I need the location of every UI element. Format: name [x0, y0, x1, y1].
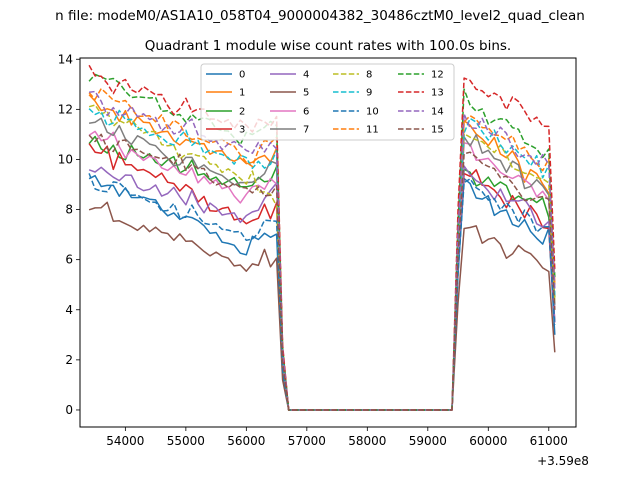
series-line-8 — [88, 104, 556, 411]
legend-label-14: 14 — [431, 107, 444, 118]
legend-label-8: 8 — [366, 70, 372, 81]
x-tick-label: 54000 — [106, 434, 144, 448]
x-tick-label: 60000 — [469, 434, 507, 448]
legend-frame — [200, 63, 455, 141]
series-line-10 — [88, 173, 556, 411]
y-tick-label: 4 — [65, 303, 73, 317]
y-tick-label: 14 — [58, 52, 73, 66]
series-line-15 — [88, 133, 556, 411]
y-tick-label: 0 — [65, 403, 73, 417]
series-layer — [88, 64, 556, 411]
y-tick-label: 2 — [65, 353, 73, 367]
y-tick-label: 10 — [58, 152, 73, 166]
legend-label-13: 13 — [431, 88, 444, 99]
series-line-12 — [88, 73, 556, 411]
series-line-5 — [88, 201, 556, 411]
legend-label-11: 11 — [366, 125, 379, 136]
legend-label-12: 12 — [431, 70, 444, 81]
legend-label-3: 3 — [239, 125, 245, 136]
legend-label-10: 10 — [366, 107, 379, 118]
series-line-4 — [88, 165, 556, 411]
x-tick-label: 61000 — [530, 434, 568, 448]
y-tick-label: 6 — [65, 253, 73, 267]
axes-frame — [79, 57, 577, 428]
x-axis-offset-label: +3.59e8 — [537, 454, 589, 468]
series-line-13 — [88, 64, 556, 411]
y-axis: 0 2 4 6 8 10 12 14 — [58, 52, 80, 417]
legend-label-6: 6 — [303, 107, 309, 118]
x-axis: 54000 55000 56000 57000 58000 59000 60000 61000 — [106, 427, 568, 448]
legend-label-7: 7 — [303, 125, 309, 136]
x-tick-label: 59000 — [409, 434, 447, 448]
series-line-7 — [88, 117, 556, 411]
x-tick-label: 55000 — [167, 434, 205, 448]
y-tick-label: 12 — [58, 102, 73, 116]
x-tick-label: 56000 — [227, 434, 265, 448]
legend-label-9: 9 — [366, 88, 372, 99]
legend-label-5: 5 — [303, 88, 309, 99]
legend-label-1: 1 — [239, 88, 245, 99]
chart-title: Quadrant 1 module wise count rates with … — [145, 38, 511, 54]
series-line-1 — [88, 94, 556, 411]
x-tick-label: 58000 — [348, 434, 386, 448]
series-line-11 — [88, 87, 556, 411]
figure-suptitle: n file: modeM0/AS1A10_058T04_9000004382_… — [55, 8, 585, 24]
series-line-9 — [88, 108, 556, 411]
legend-label-4: 4 — [303, 70, 309, 81]
y-tick-label: 8 — [65, 203, 73, 217]
legend-label-2: 2 — [239, 107, 245, 118]
legend-label-15: 15 — [431, 125, 444, 136]
legend-label-0: 0 — [239, 70, 245, 81]
x-tick-label: 57000 — [288, 434, 326, 448]
series-line-6 — [88, 130, 556, 411]
series-line-3 — [88, 143, 556, 411]
